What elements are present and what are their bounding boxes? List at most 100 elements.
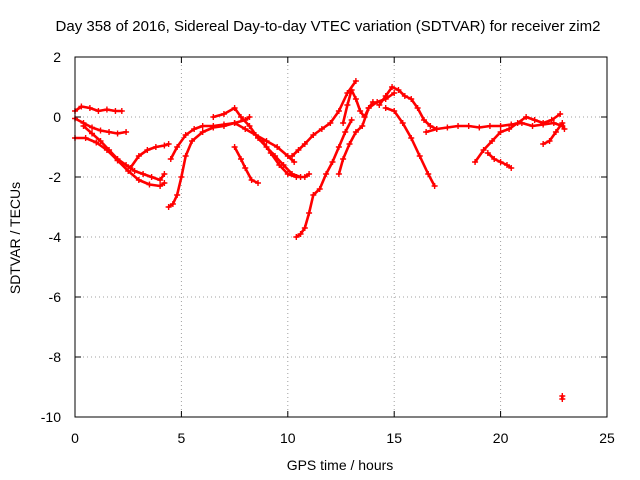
x-tick-label: 15 [386, 430, 402, 446]
data-point [231, 144, 238, 150]
y-tick-label: 2 [53, 49, 61, 65]
data-point [78, 103, 85, 110]
data-point [161, 180, 168, 186]
data-point [401, 93, 408, 99]
series-arc-4 [80, 123, 168, 183]
data-point [529, 123, 536, 129]
data-point [80, 123, 87, 129]
series-arc-1 [72, 103, 125, 114]
data-point [291, 159, 298, 165]
data-point [357, 108, 364, 114]
data-point [199, 129, 206, 135]
series-trace [82, 124, 166, 182]
data-point [552, 129, 559, 135]
data-point [316, 186, 323, 192]
data-point [86, 105, 93, 111]
series-trace [169, 121, 296, 164]
data-point [293, 174, 300, 180]
data-point [152, 144, 159, 150]
y-axis-label: SDTVAR / TECUs [7, 182, 23, 294]
x-tick-label: 25 [599, 430, 615, 446]
series-arc-5 [127, 141, 172, 171]
data-point [97, 127, 104, 134]
series-arc-19 [484, 150, 515, 171]
x-axis-label: GPS time / hours [287, 457, 394, 473]
series-outlier [559, 393, 566, 402]
data-point [301, 141, 308, 147]
data-point [352, 129, 359, 135]
data-point [546, 138, 553, 144]
data-point [335, 144, 342, 150]
data-point [123, 162, 130, 168]
series-trace [167, 115, 251, 209]
data-point [297, 231, 304, 237]
y-tick-label: -6 [49, 289, 62, 305]
series-trace [233, 145, 260, 185]
data-point [135, 177, 142, 183]
data-point [484, 150, 491, 156]
data-point [161, 171, 168, 177]
data-point [255, 180, 262, 186]
data-point [289, 153, 296, 159]
y-tick-label: -10 [41, 409, 61, 425]
data-point [431, 183, 438, 189]
data-point [395, 87, 402, 93]
x-tick-label: 20 [493, 430, 509, 446]
x-tick-label: 5 [178, 430, 186, 446]
data-point [306, 210, 313, 216]
data-point [182, 153, 189, 159]
data-point [376, 102, 383, 108]
data-point [189, 138, 196, 144]
data-point [427, 123, 434, 129]
data-point [174, 144, 181, 150]
data-point [165, 204, 172, 210]
data-point [103, 106, 110, 113]
data-point [506, 126, 513, 132]
data-point [476, 124, 483, 131]
data-point [231, 120, 238, 126]
data-point [369, 99, 376, 105]
data-point [557, 111, 564, 117]
data-point [416, 153, 423, 159]
data-point [165, 141, 172, 147]
series-arc-10 [259, 138, 313, 180]
data-point [157, 177, 164, 183]
series-arc-8 [210, 105, 304, 180]
data-point [93, 139, 100, 146]
data-point [306, 171, 313, 177]
data-point [259, 138, 266, 144]
data-point [131, 168, 138, 174]
data-point [444, 124, 451, 131]
y-tick-label: -8 [49, 349, 62, 365]
series-trace [73, 136, 166, 188]
data-point [323, 171, 330, 177]
data-point [561, 126, 568, 132]
data-point [310, 192, 317, 198]
chart-title: Day 358 of 2016, Sidereal Day-to-day VTE… [56, 18, 601, 35]
data-point [301, 174, 308, 180]
data-point [237, 114, 244, 120]
series-arc-12 [289, 78, 359, 159]
data-point [242, 165, 249, 171]
data-point [548, 117, 555, 123]
data-point [559, 120, 566, 126]
data-point [489, 138, 496, 144]
data-point [174, 192, 181, 198]
data-point [486, 123, 493, 129]
series-arc-11 [293, 117, 355, 240]
data-point [293, 234, 300, 240]
data-point [346, 141, 353, 147]
data-point [146, 181, 153, 188]
x-tick-label: 10 [280, 430, 296, 446]
data-point [352, 78, 359, 84]
data-point [391, 108, 398, 114]
data-point [231, 105, 238, 111]
series-arc-16 [382, 105, 438, 189]
series-trace [541, 121, 566, 146]
data-point [497, 159, 504, 165]
data-point [523, 114, 530, 120]
data-point [276, 162, 283, 168]
plot-frame [74, 56, 608, 418]
